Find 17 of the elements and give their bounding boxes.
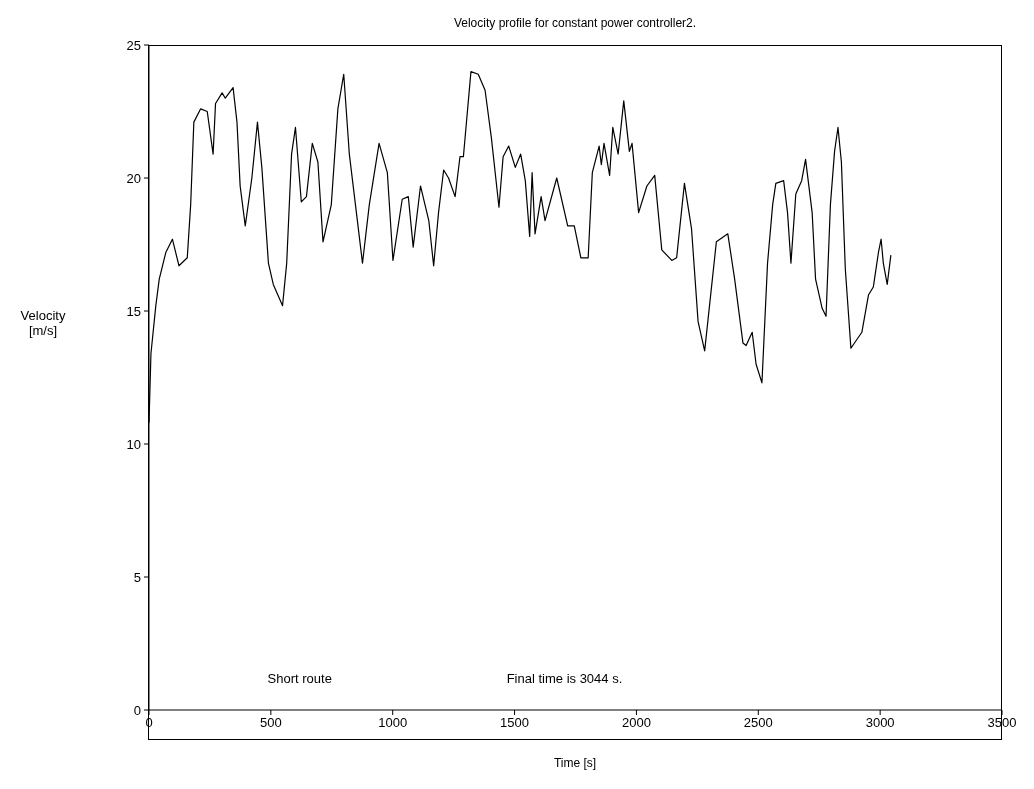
x-tick-label: 500	[260, 715, 282, 731]
annotation: Short route	[267, 670, 332, 686]
annotation: Final time is 3044 s.	[506, 670, 623, 686]
y-tick-label: 10	[126, 436, 141, 452]
y-tick-label: 20	[126, 170, 141, 186]
y-tick-label: 0	[133, 702, 141, 718]
x-axis-title: Time [s]	[552, 756, 598, 770]
y-tick-label: 25	[126, 37, 141, 53]
x-tick-label: 1500	[500, 715, 530, 731]
x-tick-label: 3000	[865, 715, 895, 731]
y-tick-label: 15	[126, 303, 141, 319]
y-tick-label: 5	[133, 569, 141, 585]
x-tick-label: 2500	[743, 715, 773, 731]
chart-title: Velocity profile for constant power controller2.	[452, 16, 698, 30]
x-tick-label: 2000	[621, 715, 651, 731]
y-axis-title: Velocity [m/s]	[19, 308, 67, 338]
x-tick-label: 1000	[378, 715, 408, 731]
